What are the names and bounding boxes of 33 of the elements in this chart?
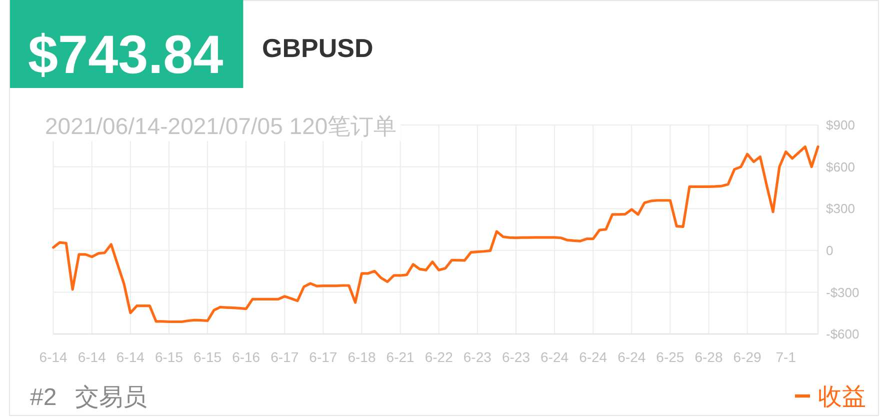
- x-tick-label: 6-24: [579, 349, 608, 365]
- x-tick-label: 6-28: [694, 349, 723, 365]
- x-tick-label: 6-15: [194, 349, 222, 365]
- text: #2: [30, 384, 57, 411]
- x-tick-label: 6-17: [270, 349, 299, 365]
- x-tick-label: 6-29: [733, 349, 762, 365]
- y-tick-label: $300: [826, 201, 855, 216]
- chart-title: GBPUSD: [262, 33, 374, 63]
- y-tick-label: 0: [826, 243, 834, 258]
- legend-label: 收益: [818, 384, 866, 410]
- line-series: [52, 145, 820, 324]
- text: $743.84: [28, 25, 224, 85]
- x-tick-label: 6-25: [656, 349, 684, 365]
- x-tick-label: 6-14: [116, 349, 145, 365]
- x-tick-label: 6-17: [309, 349, 338, 365]
- x-tick-label: 6-23: [463, 349, 492, 365]
- y-tick-label: -$600: [826, 326, 860, 342]
- y-tick-label: -$300: [826, 284, 860, 300]
- x-tick-label: 6-16: [232, 349, 260, 365]
- x-tick-label: 6-24: [618, 349, 646, 365]
- x-tick-label: 7-1: [776, 349, 796, 365]
- x-tick-label: 6-24: [540, 349, 569, 365]
- x-tick-label: 6-21: [386, 349, 415, 365]
- text: 交易员: [75, 384, 147, 411]
- y-tick-label: $600: [826, 159, 855, 174]
- y-tick-label: $900: [826, 118, 855, 133]
- x-tick-label: 6-14: [78, 349, 106, 365]
- chart-subtitle: 2021/06/14-2021/07/05 120笔订单: [45, 113, 397, 139]
- x-tick-label: 6-18: [348, 349, 376, 365]
- x-tick-label: 6-14: [39, 349, 68, 365]
- x-tick-label: 6-23: [502, 349, 530, 365]
- x-tick-label: 6-15: [154, 349, 184, 365]
- x-tick-label: 6-22: [424, 349, 454, 365]
